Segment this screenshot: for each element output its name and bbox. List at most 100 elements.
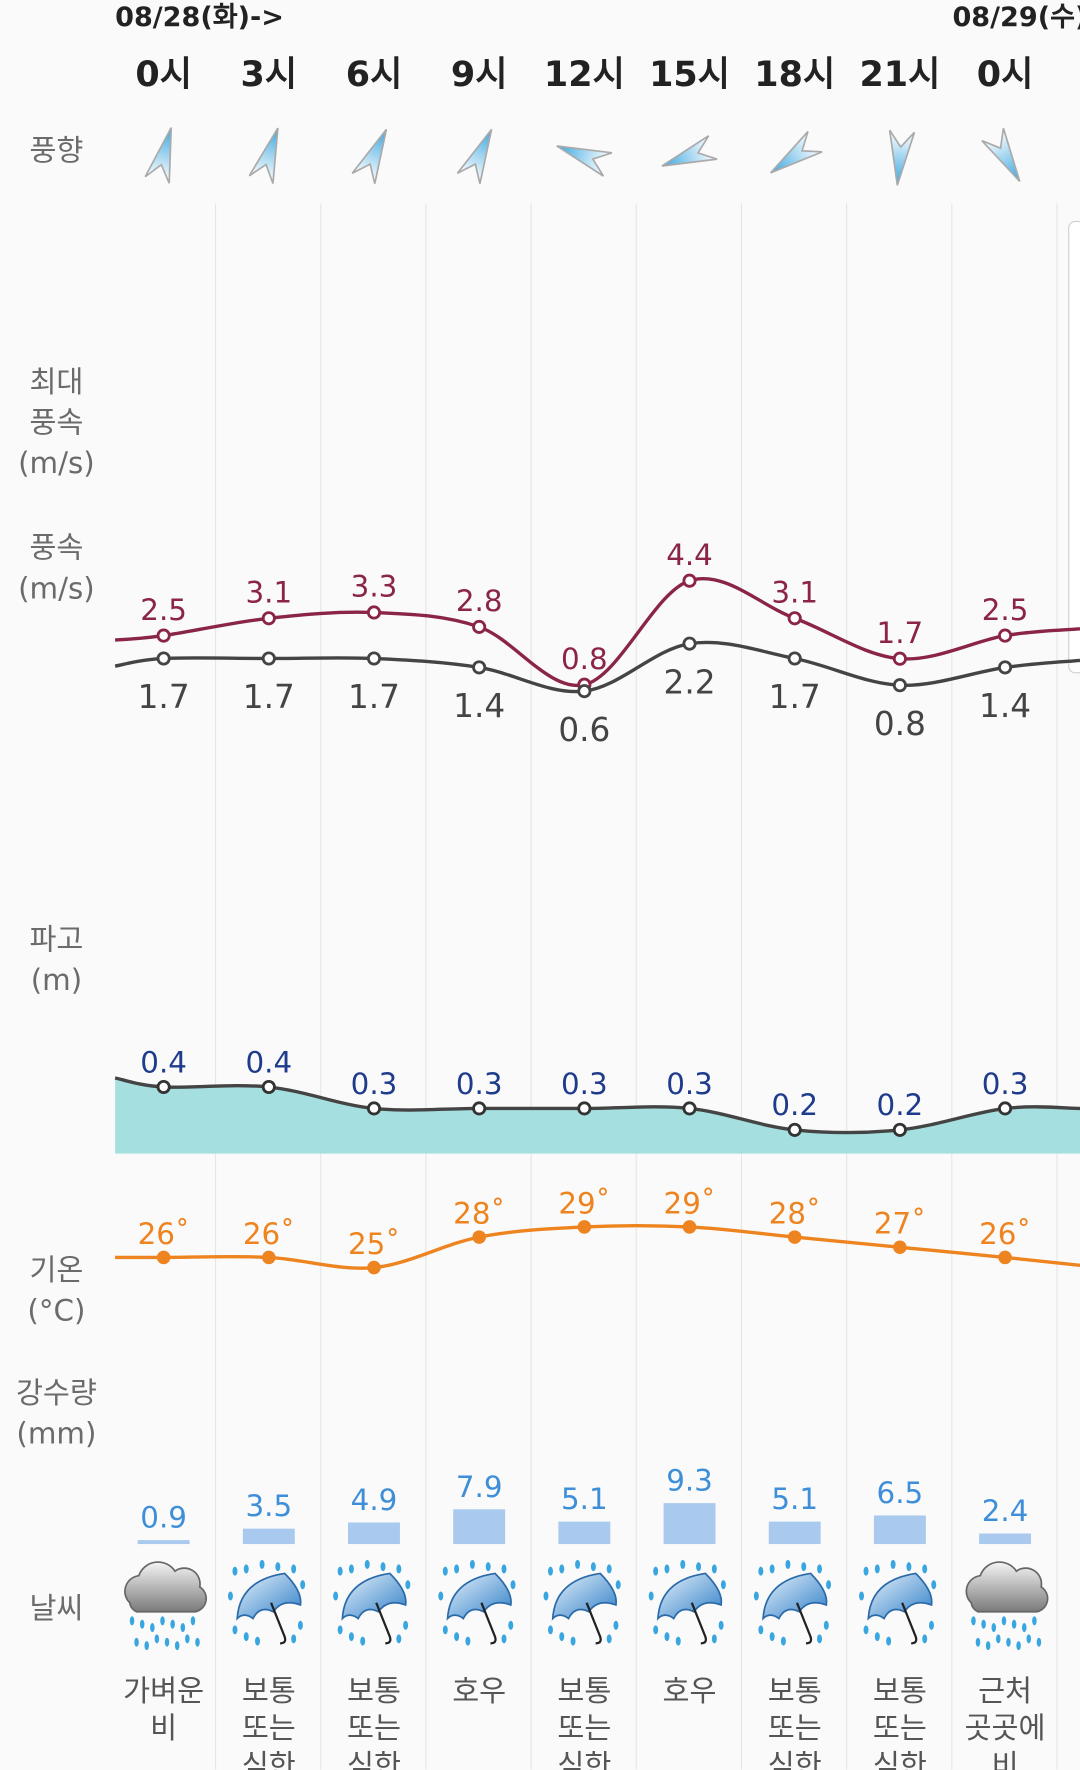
precipitation-value: 5.1	[771, 1482, 818, 1516]
wind-direction-arrow-icon	[661, 135, 718, 167]
max-wind-value: 3.3	[351, 570, 398, 604]
wind-speed-value: 2.2	[664, 663, 716, 701]
row-label-temp: (°C)	[27, 1294, 85, 1328]
row-label-max-wind: 풍속	[29, 405, 83, 439]
wind-speed-point	[366, 651, 382, 666]
wind-direction-arrow-icon	[144, 127, 173, 184]
max-wind-value: 1.7	[877, 616, 924, 650]
wave-point	[156, 1079, 171, 1095]
weather-description: 호우	[663, 1674, 717, 1708]
wind-speed-point	[577, 684, 592, 699]
precipitation-value: 0.9	[140, 1501, 187, 1535]
row-label-temp: 기온	[29, 1253, 83, 1287]
wind-speed-point	[472, 660, 487, 675]
umbrella-rain-icon	[333, 1559, 411, 1646]
wind-direction-arrow-icon	[556, 145, 613, 177]
arrow-shape	[144, 127, 173, 184]
umbrella-rain-icon	[227, 1559, 306, 1646]
row-label-wind: (m/s)	[18, 571, 95, 605]
date-next: 08/29(수)	[952, 2, 1080, 33]
wave-point	[472, 1101, 487, 1116]
hour-label: 3시	[241, 55, 298, 95]
wave-height-value: 0.3	[666, 1067, 713, 1101]
arrow-shape	[770, 130, 823, 174]
precipitation-bar	[242, 1528, 295, 1545]
temperature-value: 25˚	[348, 1227, 400, 1261]
wind-speed-value: 0.8	[874, 705, 926, 743]
weather-description: 근처	[978, 1674, 1032, 1708]
temperature-point	[682, 1220, 697, 1234]
forecast-column[interactable]: 9시 2.8 1.4 0.3 28˚ 7.9 호우	[438, 55, 516, 1708]
arrow-shape	[661, 135, 718, 167]
wind-speed-value: 1.4	[453, 687, 505, 725]
wind-direction-arrow-icon	[770, 130, 823, 174]
row-label-weather: 날씨	[29, 1592, 83, 1626]
row-label-precip: 강수량	[16, 1376, 97, 1410]
wind-speed-value: 0.6	[558, 711, 610, 749]
wave-point	[787, 1122, 802, 1137]
temperature-value: 29˚	[664, 1186, 716, 1220]
weather-description: 보통	[873, 1674, 927, 1708]
wind-speed-value: 1.7	[138, 678, 190, 716]
wind-direction-arrow-icon	[888, 129, 916, 186]
precipitation-bar	[663, 1503, 716, 1545]
wind-direction-arrow-icon	[456, 128, 493, 184]
umbrella-rain-icon	[648, 1559, 726, 1646]
max-wind-value: 2.8	[456, 584, 503, 618]
precipitation-bar	[137, 1540, 190, 1545]
umbrella-rain-icon	[543, 1559, 621, 1646]
precipitation-bar	[768, 1521, 821, 1545]
wind-speed-point	[892, 678, 907, 693]
max-wind-point	[998, 628, 1013, 643]
wave-area	[115, 1077, 1080, 1154]
precipitation-value: 2.4	[982, 1494, 1029, 1528]
umbrella-rain-icon	[753, 1559, 832, 1646]
hour-label: 15시	[649, 55, 730, 95]
precipitation-bar	[873, 1515, 926, 1545]
row-label-wave: 파고	[29, 922, 83, 956]
temperature-point	[262, 1250, 276, 1265]
weather-description: 비	[992, 1748, 1019, 1770]
temperature-point	[472, 1230, 486, 1244]
temperature-value: 29˚	[558, 1186, 610, 1220]
wave-point	[892, 1122, 907, 1137]
wave-height-value: 0.3	[561, 1067, 608, 1101]
temperature-point	[998, 1250, 1012, 1265]
precipitation-value: 7.9	[456, 1470, 503, 1504]
precipitation-bar	[558, 1521, 611, 1545]
weather-description: 보통	[347, 1674, 401, 1708]
weather-description: 가벼운	[123, 1674, 204, 1708]
temperature-point	[893, 1240, 907, 1255]
weather-description: 또는	[557, 1711, 611, 1745]
scrollbar[interactable]	[1068, 220, 1080, 674]
forecast-column[interactable]: 15시 4.4 2.2 0.3 29˚ 9.3 호우	[648, 55, 730, 1708]
weather-description: 곳곳에	[965, 1711, 1046, 1745]
weather-description: 보통	[768, 1674, 822, 1708]
temperature-value: 26˚	[979, 1217, 1031, 1251]
wave-height-value: 0.4	[245, 1045, 292, 1079]
weather-description: 또는	[242, 1711, 296, 1745]
umbrella-rain-icon	[859, 1559, 937, 1646]
weather-description: 비	[150, 1711, 177, 1745]
temperature-point	[577, 1220, 592, 1234]
row-label-max-wind: 최대	[29, 365, 83, 399]
wave-point	[577, 1101, 592, 1116]
wind-speed-value: 1.7	[243, 678, 295, 716]
max-wind-point	[787, 611, 802, 626]
row-label-precip: (mm)	[16, 1417, 96, 1451]
max-wind-value: 3.1	[245, 575, 292, 609]
hour-label: 0시	[135, 55, 192, 95]
wind-speed-point	[787, 651, 802, 666]
temperature-value: 28˚	[769, 1197, 821, 1231]
max-wind-value: 3.1	[771, 575, 818, 609]
